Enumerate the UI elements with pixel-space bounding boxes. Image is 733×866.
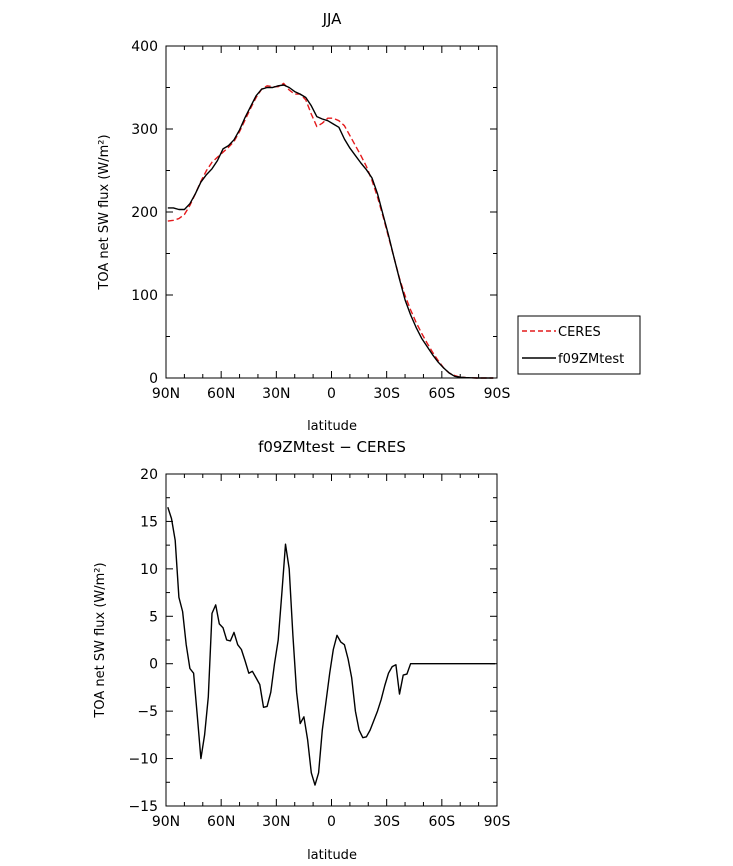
- top-ticks: [165, 45, 498, 379]
- x-tick-label: 30S: [373, 814, 400, 830]
- bottom-plot-frame: [165, 473, 498, 807]
- top-plot-frame: [165, 45, 498, 379]
- y-tick-label: −10: [128, 752, 158, 768]
- y-tick-label: 0: [149, 371, 158, 387]
- bottom-panel: f09ZMtest − CERES 90N 60N 30N 0 30S 60S 90S −1…: [93, 438, 510, 863]
- legend-label-ceres: CERES: [558, 325, 601, 340]
- top-panel: JJA 90N 60N 30N 0 30S 60S 90S 0 100 200 300 400 la…: [97, 10, 641, 434]
- x-tick-label: 30N: [262, 386, 290, 402]
- y-tick-label: 0: [149, 657, 158, 673]
- legend: CERES f09ZMtest: [517, 315, 641, 375]
- y-tick-label: 15: [140, 514, 158, 530]
- x-tick-label: 60S: [428, 814, 455, 830]
- y-tick-label: −15: [128, 799, 158, 815]
- top-y-axis-label: TOA net SW flux (W/m²): [97, 134, 112, 290]
- bottom-y-tick-labels: −15 −10 −5 0 5 10 15 20: [128, 467, 158, 815]
- x-tick-label: 60N: [207, 386, 235, 402]
- series-line-f09zmtest: [167, 84, 494, 379]
- y-tick-label: 10: [140, 562, 158, 578]
- bottom-y-axis-label: TOA net SW flux (W/m²): [93, 562, 108, 718]
- x-tick-label: 60S: [428, 386, 455, 402]
- x-tick-label: 30S: [373, 386, 400, 402]
- x-tick-label: 0: [327, 386, 336, 402]
- top-x-axis-label: latitude: [307, 419, 357, 434]
- x-tick-label: 60N: [207, 814, 235, 830]
- legend-label-model: f09ZMtest: [558, 352, 624, 367]
- x-tick-label: 0: [327, 814, 336, 830]
- series-line-ceres: [167, 82, 494, 379]
- top-x-tick-labels: 90N 60N 30N 0 30S 60S 90S: [152, 386, 511, 402]
- series-line-difference: [167, 506, 496, 786]
- bottom-x-tick-labels: 90N 60N 30N 0 30S 60S 90S: [152, 814, 511, 830]
- y-tick-label: 5: [149, 609, 158, 625]
- top-chart-title: JJA: [322, 10, 343, 28]
- top-y-tick-labels: 0 100 200 300 400: [131, 39, 158, 387]
- y-tick-label: 20: [140, 467, 158, 483]
- y-tick-label: 300: [131, 122, 158, 138]
- x-tick-label: 90N: [152, 814, 180, 830]
- y-tick-label: −5: [137, 704, 158, 720]
- legend-box: [517, 315, 641, 375]
- bottom-chart-title: f09ZMtest − CERES: [258, 438, 406, 456]
- x-tick-label: 90S: [484, 814, 511, 830]
- x-tick-label: 90N: [152, 386, 180, 402]
- y-tick-label: 200: [131, 205, 158, 221]
- bottom-series-lines: [167, 506, 496, 786]
- bottom-x-axis-label: latitude: [307, 848, 357, 863]
- y-tick-label: 100: [131, 288, 158, 304]
- top-series-lines: [167, 82, 494, 379]
- bottom-ticks: [165, 473, 498, 807]
- x-tick-label: 30N: [262, 814, 290, 830]
- y-tick-label: 400: [131, 39, 158, 55]
- x-tick-label: 90S: [484, 386, 511, 402]
